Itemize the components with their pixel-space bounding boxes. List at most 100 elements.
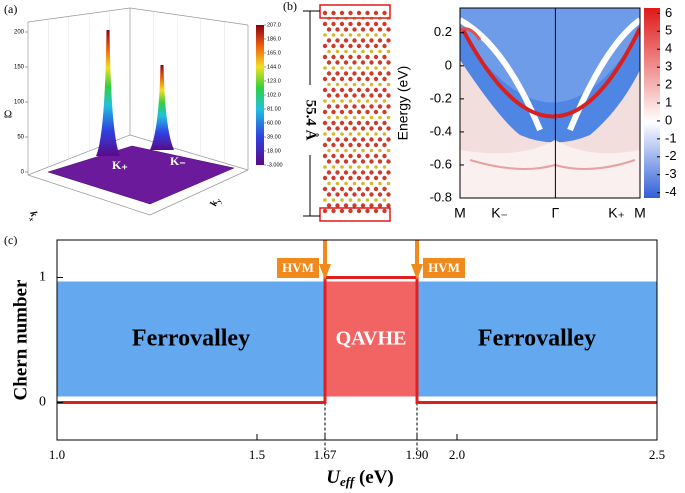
atom <box>344 148 348 153</box>
atom <box>343 60 349 65</box>
colorbar-tick-label: 60.00 <box>267 120 281 126</box>
atom <box>323 99 327 103</box>
atom <box>369 181 374 186</box>
y-tick-label: -0.6 <box>430 156 452 171</box>
atom <box>340 198 344 202</box>
atom <box>322 208 328 214</box>
atom <box>356 87 362 93</box>
atom <box>356 21 362 27</box>
atom <box>335 38 340 43</box>
band-map <box>460 8 640 198</box>
y-tick-label: -0.8 <box>430 189 452 204</box>
atom <box>322 109 328 115</box>
y-tick-label: 1 <box>39 270 46 285</box>
atom <box>331 175 336 181</box>
atom <box>356 120 362 126</box>
thickness-label: 55.4 Å <box>303 100 319 141</box>
x-axis-symbol: U <box>326 467 341 488</box>
annotation-box <box>277 258 319 278</box>
colorbar-tick-label: -3 <box>665 166 677 181</box>
atom <box>343 38 349 43</box>
atom <box>331 132 336 136</box>
atom <box>369 148 374 153</box>
atom <box>382 87 387 93</box>
annotation-label: HVM <box>428 260 460 275</box>
atom <box>326 60 332 65</box>
atom <box>340 66 344 70</box>
atom <box>386 159 391 164</box>
peak-label: K₊ <box>112 158 128 172</box>
atom <box>340 132 344 136</box>
atom <box>352 93 357 98</box>
atom <box>331 76 336 82</box>
atom <box>357 198 361 202</box>
atom <box>331 54 336 60</box>
atom <box>386 104 391 109</box>
atom <box>343 192 349 197</box>
atom <box>386 148 391 153</box>
colorbar-tick-label: 102.0 <box>267 92 281 98</box>
map-line <box>567 17 640 132</box>
atom <box>377 159 383 164</box>
atom <box>365 165 370 169</box>
y-axis-label: ky <box>209 196 224 209</box>
atom <box>352 192 357 197</box>
atom <box>378 148 382 153</box>
colorbar-tick-label: 18.00 <box>267 148 281 154</box>
atom <box>365 132 370 136</box>
atom <box>335 49 340 54</box>
atom <box>369 104 374 109</box>
atom <box>340 99 344 103</box>
atom <box>369 82 374 87</box>
atom <box>374 198 378 202</box>
atom <box>386 93 391 98</box>
atom <box>352 115 357 120</box>
atom <box>356 54 362 60</box>
colorbar-tick-label: -1 <box>665 130 677 145</box>
atom <box>360 71 366 76</box>
atom <box>339 175 345 181</box>
atom <box>356 43 362 49</box>
atom <box>365 99 370 103</box>
atom <box>344 181 348 186</box>
y-tick-label: -0.4 <box>430 123 452 138</box>
layer-box <box>319 4 391 19</box>
atom <box>339 109 345 115</box>
atom <box>323 165 327 169</box>
colorbar-tick-label: 3 <box>665 59 672 74</box>
atom <box>373 76 379 82</box>
atom <box>339 186 345 192</box>
atom <box>323 198 327 202</box>
atom <box>369 170 374 175</box>
atom <box>335 181 340 186</box>
x-tick-label: Γ <box>552 205 560 221</box>
atom <box>352 49 357 54</box>
atom <box>348 153 353 159</box>
atom <box>331 43 336 49</box>
atom <box>344 115 348 120</box>
atom <box>377 60 383 65</box>
atom <box>373 208 379 214</box>
atom <box>365 120 370 126</box>
atom <box>344 82 348 87</box>
box-edge <box>27 174 151 216</box>
peak <box>96 30 120 156</box>
atom <box>352 60 357 65</box>
atom <box>356 175 362 181</box>
atom <box>327 115 331 120</box>
box-edge <box>27 7 131 23</box>
map-line <box>460 27 640 119</box>
atom <box>377 38 383 43</box>
atom <box>352 159 357 164</box>
atom <box>369 115 374 120</box>
atom <box>340 33 344 37</box>
z-axis-label: Ω <box>4 109 12 121</box>
atom <box>352 38 357 43</box>
atom <box>331 21 336 27</box>
atom <box>331 33 336 37</box>
atom <box>369 137 374 142</box>
atom <box>365 208 370 214</box>
atom <box>382 54 387 60</box>
atom <box>365 10 370 16</box>
atom <box>326 159 332 164</box>
